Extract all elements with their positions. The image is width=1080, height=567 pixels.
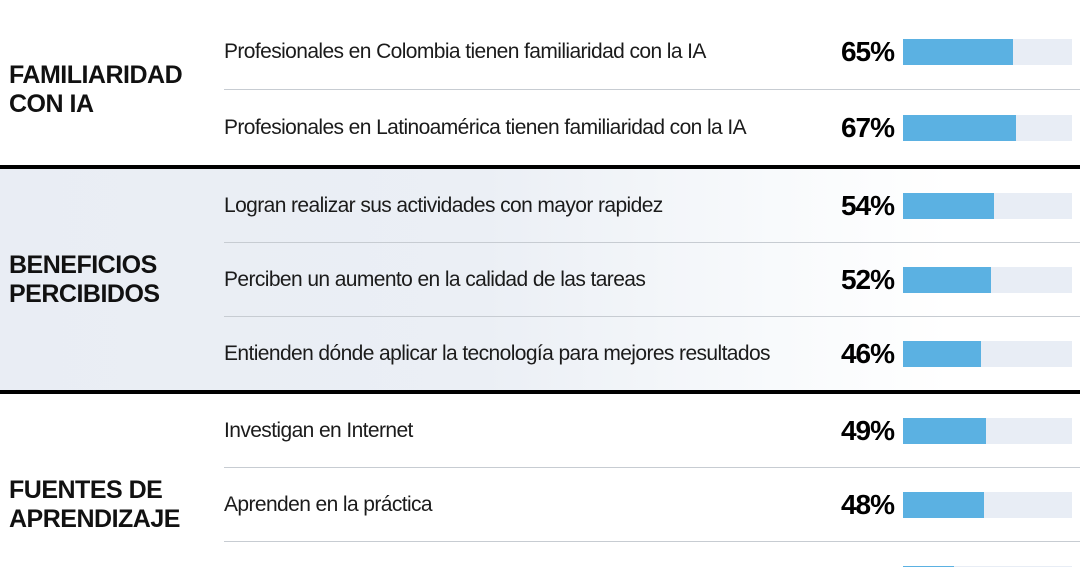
metric-value: 49% <box>840 414 895 446</box>
metric-label: Logran realizar sus actividades con mayo… <box>224 193 663 217</box>
bar-fill <box>903 192 995 219</box>
metric-label: Perciben un aumento en la calidad de las… <box>224 267 646 291</box>
bar-track <box>903 417 1072 444</box>
bar-track <box>903 114 1072 141</box>
category-line: APRENDIZAJE <box>9 504 180 533</box>
section-familiaridad: FAMILIARIDAD CON IA Profesionales en Col… <box>0 0 1080 165</box>
rows: Profesionales en Colombia tienen familia… <box>224 14 1080 165</box>
metric-label: Entienden dónde aplicar la tecnología pa… <box>224 341 771 365</box>
category-line: FUENTES DE <box>9 475 163 504</box>
category-label: BENEFICIOS PERCIBIDOS <box>0 169 224 390</box>
bar-track <box>903 266 1072 293</box>
bar-fill <box>903 340 981 367</box>
metric-value: 30% <box>815 563 903 567</box>
table-row: Reciben capacitación por parte de la emp… <box>224 542 1080 567</box>
metric-label: Profesionales en Latinoamérica tienen fa… <box>224 115 747 139</box>
table-row: Perciben un aumento en la calidad de las… <box>224 243 1080 317</box>
metric-value: 67% <box>840 111 895 143</box>
rows: Logran realizar sus actividades con mayo… <box>224 169 1080 390</box>
metric-value: 46% <box>840 337 895 369</box>
metric-label: Investigan en Internet <box>224 418 413 442</box>
bar-fill <box>903 565 954 567</box>
table-row: Entienden dónde aplicar la tecnología pa… <box>224 317 1080 390</box>
category-line: PERCIBIDOS <box>9 279 160 308</box>
category-line: CON IA <box>9 89 94 118</box>
bar-fill <box>903 38 1013 65</box>
category-line: BENEFICIOS <box>9 250 157 279</box>
bar-track <box>903 340 1072 367</box>
table-row: Investigan en Internet 49% <box>224 394 1080 468</box>
table-row: Logran realizar sus actividades con mayo… <box>224 169 1080 243</box>
metric-label: Profesionales en Colombia tienen familia… <box>224 39 706 63</box>
bar-track <box>903 491 1072 518</box>
bar-fill <box>903 266 991 293</box>
table-row: Aprenden en la práctica 48% <box>224 468 1080 542</box>
bar-fill <box>903 114 1017 141</box>
bar-fill <box>903 417 986 444</box>
category-label: FUENTES DE APRENDIZAJE <box>0 394 224 567</box>
section-fuentes: FUENTES DE APRENDIZAJE Investigan en Int… <box>0 394 1080 567</box>
metric-value: 65% <box>840 35 895 67</box>
metric-value: 52% <box>840 263 895 295</box>
table-row: Profesionales en Latinoamérica tienen fa… <box>224 90 1080 165</box>
metric-label: Aprenden en la práctica <box>224 492 433 516</box>
bar-track <box>903 192 1072 219</box>
section-beneficios: BENEFICIOS PERCIBIDOS Logran realizar su… <box>0 165 1080 394</box>
rows: Investigan en Internet 49% Aprenden en l… <box>224 394 1080 567</box>
bar-track <box>903 38 1072 65</box>
metric-value: 48% <box>840 488 895 520</box>
bar-fill <box>903 491 985 518</box>
table-row: Profesionales en Colombia tienen familia… <box>224 14 1080 90</box>
metric-value: 54% <box>840 189 895 221</box>
category-line: FAMILIARIDAD <box>9 60 183 89</box>
bar-track <box>903 565 1072 567</box>
category-label: FAMILIARIDAD CON IA <box>0 14 224 165</box>
